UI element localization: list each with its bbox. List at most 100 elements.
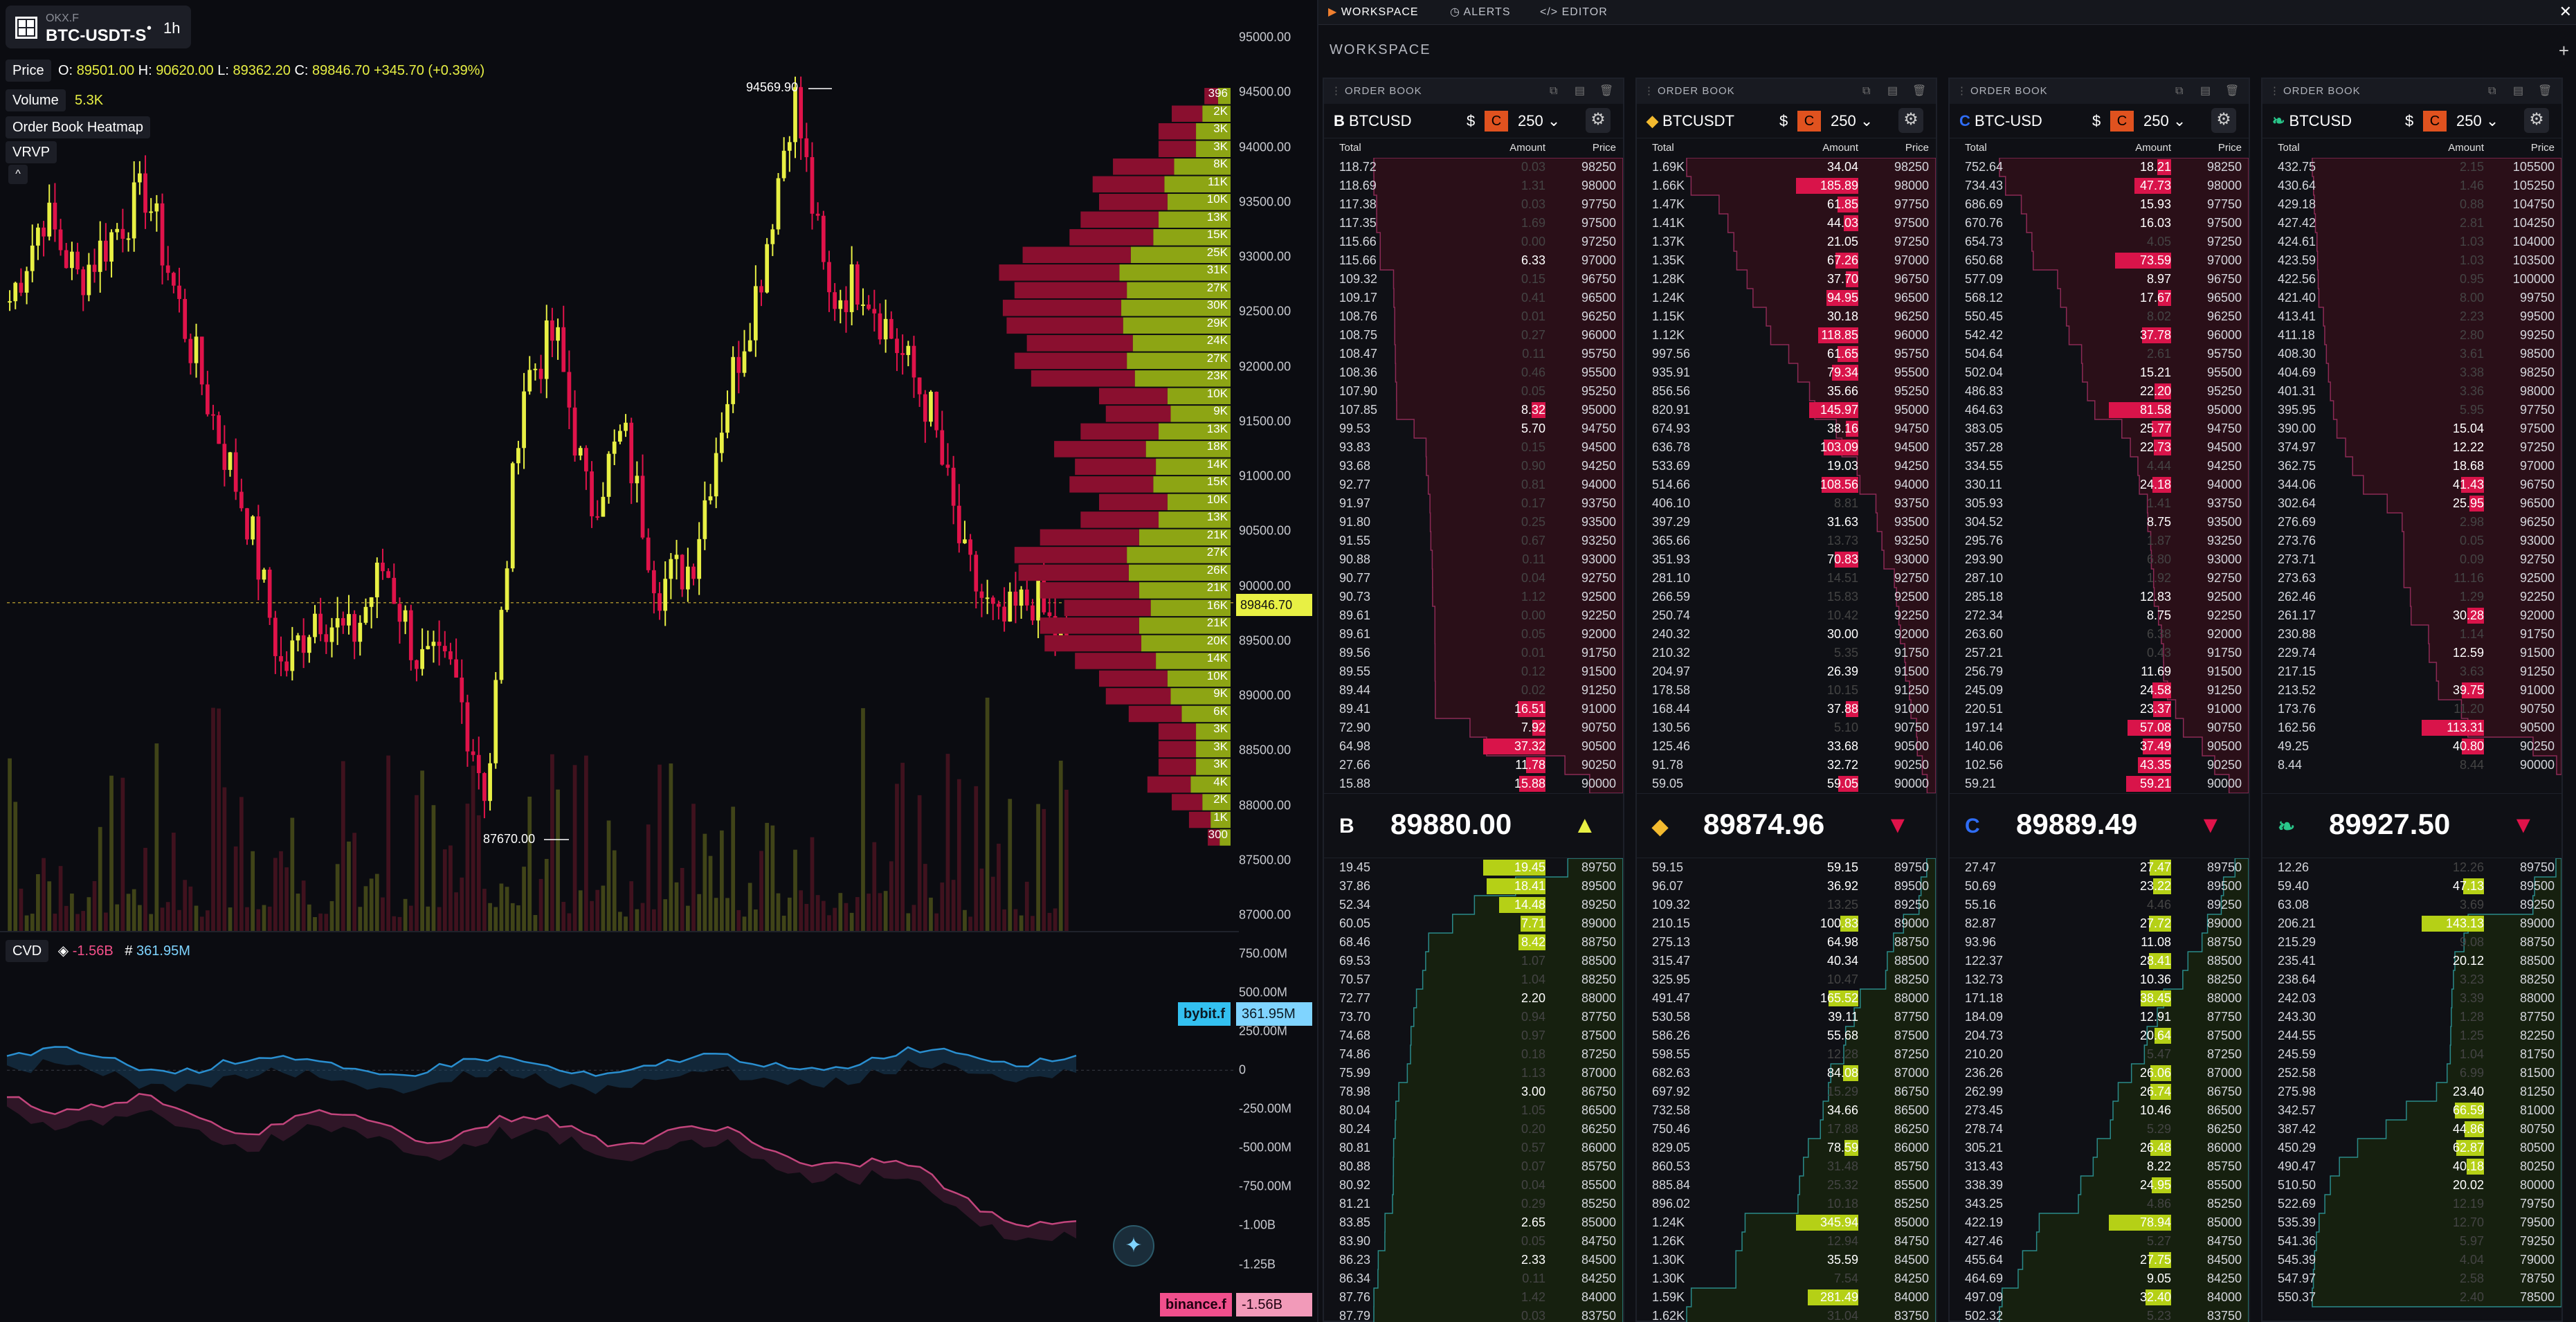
ask-row[interactable]: 514.66 108.56 94000 (1637, 476, 1936, 494)
ask-row[interactable]: 115.66 6.33 97000 (1324, 251, 1623, 270)
ask-row[interactable]: 125.46 33.68 90500 (1637, 737, 1936, 756)
add-panel-icon[interactable]: + (2558, 40, 2569, 61)
ask-row[interactable]: 109.17 0.41 96500 (1324, 289, 1623, 307)
ask-row[interactable]: 670.76 16.03 97500 (1950, 214, 2249, 233)
bid-row[interactable]: 896.02 10.18 85250 (1637, 1195, 1936, 1213)
cvd-label[interactable]: CVD (6, 940, 49, 962)
ask-row[interactable]: 256.79 11.69 91500 (1950, 662, 2249, 681)
trash-icon[interactable]: 🗑 (2225, 85, 2240, 97)
bid-row[interactable]: 275.98 23.40 81250 (2262, 1083, 2561, 1101)
bid-row[interactable]: 682.63 84.08 87000 (1637, 1064, 1936, 1083)
popout-icon[interactable]: ⧉ (1550, 85, 1559, 97)
ask-row[interactable]: 429.18 0.88 104750 (2262, 195, 2561, 214)
ask-row[interactable]: 89.41 16.51 91000 (1324, 700, 1623, 718)
ask-row[interactable]: 8.44 8.44 90000 (2262, 756, 2561, 775)
ask-row[interactable]: 262.46 1.29 92250 (2262, 588, 2561, 606)
ask-row[interactable]: 654.73 4.05 97250 (1950, 233, 2249, 251)
bid-row[interactable]: 78.98 3.00 86750 (1324, 1083, 1623, 1101)
ask-row[interactable]: 107.90 0.05 95250 (1324, 382, 1623, 401)
ask-row[interactable]: 432.75 2.15 105500 (2262, 158, 2561, 176)
ask-row[interactable]: 351.93 70.83 93000 (1637, 550, 1936, 569)
ask-row[interactable]: 406.10 8.81 93750 (1637, 494, 1936, 513)
ask-row[interactable]: 820.91 145.97 95000 (1637, 401, 1936, 419)
bid-row[interactable]: 86.34 0.11 84250 (1324, 1269, 1623, 1288)
ask-row[interactable]: 533.69 19.03 94250 (1637, 457, 1936, 476)
ask-row[interactable]: 502.04 15.21 95500 (1950, 363, 2249, 382)
drag-handle-icon[interactable]: ⋮ (2269, 85, 2280, 97)
ask-row[interactable]: 1.37K 21.05 97250 (1637, 233, 1936, 251)
bid-row[interactable]: 73.70 0.94 87750 (1324, 1008, 1623, 1026)
bid-row[interactable]: 50.69 23.22 89500 (1950, 877, 2249, 896)
ask-row[interactable]: 107.85 8.32 95000 (1324, 401, 1623, 419)
ask-row[interactable]: 229.74 12.59 91500 (2262, 644, 2561, 662)
ask-row[interactable]: 1.66K 185.89 98000 (1637, 176, 1936, 195)
bid-row[interactable]: 860.53 31.48 85750 (1637, 1157, 1936, 1176)
gear-icon[interactable]: ⚙ (1898, 108, 1923, 133)
ask-row[interactable]: 90.73 1.12 92500 (1324, 588, 1623, 606)
ask-row[interactable]: 1.28K 37.70 96750 (1637, 270, 1936, 289)
ask-row[interactable]: 287.10 1.92 92750 (1950, 569, 2249, 588)
ask-row[interactable]: 686.69 15.93 97750 (1950, 195, 2249, 214)
popout-icon[interactable]: ⧉ (2488, 85, 2497, 97)
bid-row[interactable]: 81.21 0.29 85250 (1324, 1195, 1623, 1213)
aggregation-select[interactable]: 250 ⌄ (1518, 112, 1561, 129)
ask-row[interactable]: 93.68 0.90 94250 (1324, 457, 1623, 476)
ask-row[interactable]: 108.47 0.11 95750 (1324, 345, 1623, 363)
ask-row[interactable]: 250.74 10.42 92250 (1637, 606, 1936, 625)
bid-row[interactable]: 1.62K 31.04 83750 (1637, 1307, 1936, 1322)
ask-row[interactable]: 401.31 3.36 98000 (2262, 382, 2561, 401)
symbol-select[interactable]: ❧ BTCUSD (2272, 112, 2352, 129)
ask-row[interactable]: 304.52 8.75 93500 (1950, 513, 2249, 532)
ask-row[interactable]: 64.98 37.32 90500 (1324, 737, 1623, 756)
ask-row[interactable]: 413.41 2.23 99500 (2262, 307, 2561, 326)
ask-row[interactable]: 15.88 15.88 90000 (1324, 775, 1623, 793)
bid-row[interactable]: 238.64 3.23 88250 (2262, 970, 2561, 989)
bid-row[interactable]: 109.32 13.25 89250 (1637, 896, 1936, 914)
aggregation-select[interactable]: 250 ⌄ (1831, 112, 1874, 129)
ask-row[interactable]: 272.34 8.75 92250 (1950, 606, 2249, 625)
bid-row[interactable]: 342.57 66.59 81000 (2262, 1101, 2561, 1120)
bid-row[interactable]: 885.84 25.32 85500 (1637, 1176, 1936, 1195)
ask-row[interactable]: 117.35 1.69 97500 (1324, 214, 1623, 233)
ask-row[interactable]: 285.18 12.83 92500 (1950, 588, 2249, 606)
bid-row[interactable]: 75.99 1.13 87000 (1324, 1064, 1623, 1083)
bid-row[interactable]: 132.73 10.36 88250 (1950, 970, 2249, 989)
ask-row[interactable]: 397.29 31.63 93500 (1637, 513, 1936, 532)
ask-row[interactable]: 674.93 38.16 94750 (1637, 419, 1936, 438)
bid-row[interactable]: 343.25 4.86 85250 (1950, 1195, 2249, 1213)
ask-row[interactable]: 357.28 22.73 94500 (1950, 438, 2249, 457)
ask-row[interactable]: 168.44 37.88 91000 (1637, 700, 1936, 718)
ask-row[interactable]: 162.56 113.31 90500 (2262, 718, 2561, 737)
ask-row[interactable]: 89.61 0.05 92000 (1324, 625, 1623, 644)
layout-icon[interactable]: ▤ (2200, 85, 2212, 97)
price-legend-label[interactable]: Price (6, 60, 51, 82)
currency-toggle[interactable]: $ (1467, 112, 1476, 129)
bid-row[interactable]: 252.58 6.99 81500 (2262, 1064, 2561, 1083)
ask-row[interactable]: 408.30 3.61 98500 (2262, 345, 2561, 363)
bid-row[interactable]: 243.30 1.28 87750 (2262, 1008, 2561, 1026)
ask-row[interactable]: 27.66 11.78 90250 (1324, 756, 1623, 775)
bid-row[interactable]: 338.39 24.95 85500 (1950, 1176, 2249, 1195)
ask-row[interactable]: 273.76 0.05 93000 (2262, 532, 2561, 550)
bid-row[interactable]: 210.20 5.47 87250 (1950, 1045, 2249, 1064)
ask-row[interactable]: 390.00 15.04 97500 (2262, 419, 2561, 438)
ask-row[interactable]: 257.21 0.43 91750 (1950, 644, 2249, 662)
ask-row[interactable]: 997.56 61.65 95750 (1637, 345, 1936, 363)
bid-row[interactable]: 545.39 4.04 79000 (2262, 1251, 2561, 1269)
ask-row[interactable]: 245.09 24.58 91250 (1950, 681, 2249, 700)
ask-row[interactable]: 383.05 25.77 94750 (1950, 419, 2249, 438)
bid-row[interactable]: 245.59 1.04 81750 (2262, 1045, 2561, 1064)
ask-row[interactable]: 276.69 2.98 96250 (2262, 513, 2561, 532)
bid-row[interactable]: 96.07 36.92 89500 (1637, 877, 1936, 896)
ask-row[interactable]: 178.58 10.15 91250 (1637, 681, 1936, 700)
bid-row[interactable]: 171.18 38.45 88000 (1950, 989, 2249, 1008)
ask-row[interactable]: 118.72 0.03 98250 (1324, 158, 1623, 176)
bid-row[interactable]: 1.26K 12.94 84750 (1637, 1232, 1936, 1251)
bid-row[interactable]: 387.42 44.86 80750 (2262, 1120, 2561, 1139)
currency-toggle[interactable]: $ (1779, 112, 1788, 129)
ask-row[interactable]: 550.45 8.02 96250 (1950, 307, 2249, 326)
ask-row[interactable]: 261.17 30.28 92000 (2262, 606, 2561, 625)
ask-row[interactable]: 91.55 0.67 93250 (1324, 532, 1623, 550)
drag-handle-icon[interactable]: ⋮ (1957, 85, 1968, 97)
ask-row[interactable]: 374.97 12.22 97250 (2262, 438, 2561, 457)
